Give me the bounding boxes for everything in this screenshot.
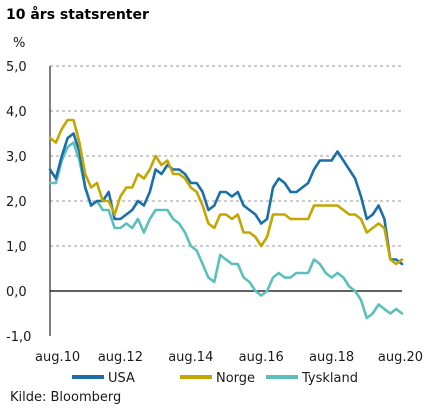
y-axis-unit: % (13, 36, 25, 51)
series-line-tyskland (48, 141, 404, 320)
y-tick-label: 4,0 (6, 105, 27, 120)
x-tick-label: aug.12 (98, 350, 143, 365)
source-note: Kilde: Bloomberg (10, 390, 121, 405)
x-axis-ticks: aug.10 aug.12 aug.14 aug.16 aug.18 aug.20 (35, 350, 423, 365)
legend: USA Norge Tyskland (72, 371, 358, 386)
chart-title: 10 års statsrenter (6, 6, 149, 23)
series-lines (48, 118, 404, 320)
x-tick-label: aug.18 (309, 350, 354, 365)
legend-label-usa: USA (108, 371, 135, 386)
x-tick-label: aug.14 (168, 350, 213, 365)
legend-label-tyskland: Tyskland (301, 371, 358, 386)
y-tick-label: -1,0 (6, 330, 31, 345)
y-tick-label: 2,0 (6, 195, 27, 210)
x-tick-label: aug.10 (35, 350, 80, 365)
y-tick-label: 5,0 (6, 60, 27, 75)
x-tick-label: aug.16 (239, 350, 284, 365)
y-tick-label: 0,0 (6, 285, 27, 300)
y-tick-label: 1,0 (6, 240, 27, 255)
series-line-usa (48, 132, 404, 266)
gridlines (49, 65, 402, 336)
series-line-norge (48, 118, 404, 266)
x-tick-label: aug.20 (378, 350, 423, 365)
y-axis-ticks: 5,0 4,0 3,0 2,0 1,0 0,0 -1,0 (6, 60, 31, 345)
y-tick-label: 3,0 (6, 150, 27, 165)
legend-label-norge: Norge (216, 371, 255, 386)
